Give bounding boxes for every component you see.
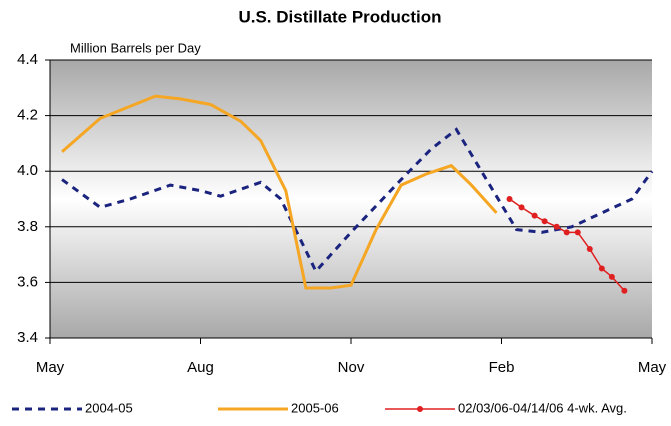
y-tick-label: 4.2 bbox=[17, 107, 38, 124]
point bbox=[563, 229, 570, 236]
point bbox=[598, 265, 605, 272]
legend-label: 02/03/06-04/14/06 4-wk. Avg. bbox=[458, 400, 627, 415]
y-tick-label: 3.6 bbox=[17, 273, 38, 290]
point bbox=[586, 246, 593, 253]
y-tick-label: 4.4 bbox=[17, 51, 38, 68]
chart-title: U.S. Distillate Production bbox=[238, 7, 441, 26]
point bbox=[518, 204, 525, 211]
point bbox=[553, 223, 560, 230]
x-tick-label: May bbox=[36, 359, 65, 376]
point bbox=[506, 196, 513, 202]
point bbox=[608, 273, 615, 280]
legend-label: 2004-05 bbox=[85, 400, 133, 415]
x-tick-label: Nov bbox=[338, 359, 365, 376]
point bbox=[541, 218, 548, 225]
series-line bbox=[61, 94, 498, 290]
legend-label: 2005-06 bbox=[291, 400, 339, 415]
x-tick-label: Aug bbox=[187, 359, 214, 376]
x-tick-label: May bbox=[638, 359, 667, 376]
y-axis-label: Million Barrels per Day bbox=[70, 40, 201, 55]
y-tick-label: 3.4 bbox=[17, 329, 38, 346]
point bbox=[574, 229, 581, 236]
point bbox=[621, 287, 628, 294]
point bbox=[531, 212, 538, 219]
y-tick-label: 4.0 bbox=[17, 162, 38, 179]
plot-area bbox=[50, 60, 652, 338]
y-tick-label: 3.8 bbox=[17, 218, 38, 235]
x-tick-label: Feb bbox=[489, 359, 515, 376]
legend-marker bbox=[417, 406, 423, 412]
